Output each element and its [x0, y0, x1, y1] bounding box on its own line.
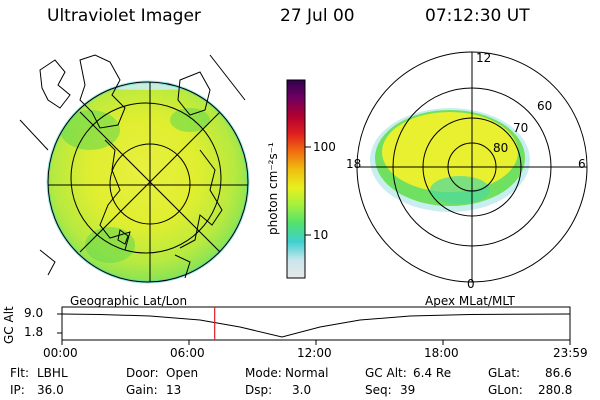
mlat-label-70: 70 [513, 121, 528, 135]
mode-label: Mode: [245, 366, 282, 380]
timeline-tick: 12:00 [297, 346, 332, 360]
filter-label: Flt: [10, 366, 29, 380]
colorbar [286, 79, 311, 279]
gain-label: Gain: [126, 383, 158, 397]
timeline-tick: 00:00 [43, 346, 78, 360]
timeline-tick: 06:00 [170, 346, 205, 360]
mlt-label-12: 12 [476, 51, 491, 65]
ip-value: 36.0 [37, 383, 64, 397]
colorbar-tick-10: 10 [313, 228, 329, 242]
timeline-tick: 23:59 [553, 346, 588, 360]
glon-value: 280.8 [538, 383, 573, 397]
observation-date: 27 Jul 00 [280, 6, 355, 26]
timeline-y-top: 9.0 [24, 306, 44, 320]
ip-label: IP: [10, 383, 25, 397]
mlt-label-18: 18 [346, 157, 361, 171]
seq-label: Seq: [365, 383, 392, 397]
gc-alt-label: GC Alt: [365, 366, 407, 380]
gain-value: 13 [166, 383, 182, 397]
glon-label: GLon: [488, 383, 523, 397]
colorbar-tick-100: 100 [313, 140, 336, 154]
mlat-label-80: 80 [493, 141, 508, 155]
dsp-value: 3.0 [292, 383, 312, 397]
altitude-curve [61, 313, 571, 338]
dsp-label: Dsp: [245, 383, 273, 397]
mlt-label-6: 6 [578, 157, 586, 171]
door-value: Open [166, 366, 199, 380]
mode-value: Normal [285, 366, 329, 380]
magnetic-panel-label: Apex MLat/MLT [425, 294, 515, 308]
magnetic-grid [356, 51, 588, 283]
door-label: Door: [126, 366, 159, 380]
filter-value: LBHL [37, 366, 68, 380]
timeline-ylabel: GC Alt [2, 306, 16, 344]
altitude-timeline [57, 306, 571, 345]
glat-label: GLat: [488, 366, 521, 380]
observation-time: 07:12:30 UT [425, 6, 530, 26]
gc-alt-value: 6.4 Re [413, 366, 452, 380]
glat-value: 86.6 [545, 366, 572, 380]
magnetic-image [370, 108, 530, 212]
instrument-title: Ultraviolet Imager [47, 6, 201, 26]
mlat-label-60: 60 [537, 99, 552, 113]
timeline-tick: 18:00 [424, 346, 459, 360]
geographic-grid [19, 54, 249, 283]
mlt-label-0: 0 [467, 277, 475, 291]
colorbar-unit-label: photon cm⁻²s⁻¹ [266, 142, 280, 235]
seq-value: 39 [400, 383, 416, 397]
coastline-outlines [39, 54, 223, 279]
geographic-panel-label: Geographic Lat/Lon [70, 294, 188, 308]
timeline-y-bottom: 1.8 [24, 325, 44, 339]
